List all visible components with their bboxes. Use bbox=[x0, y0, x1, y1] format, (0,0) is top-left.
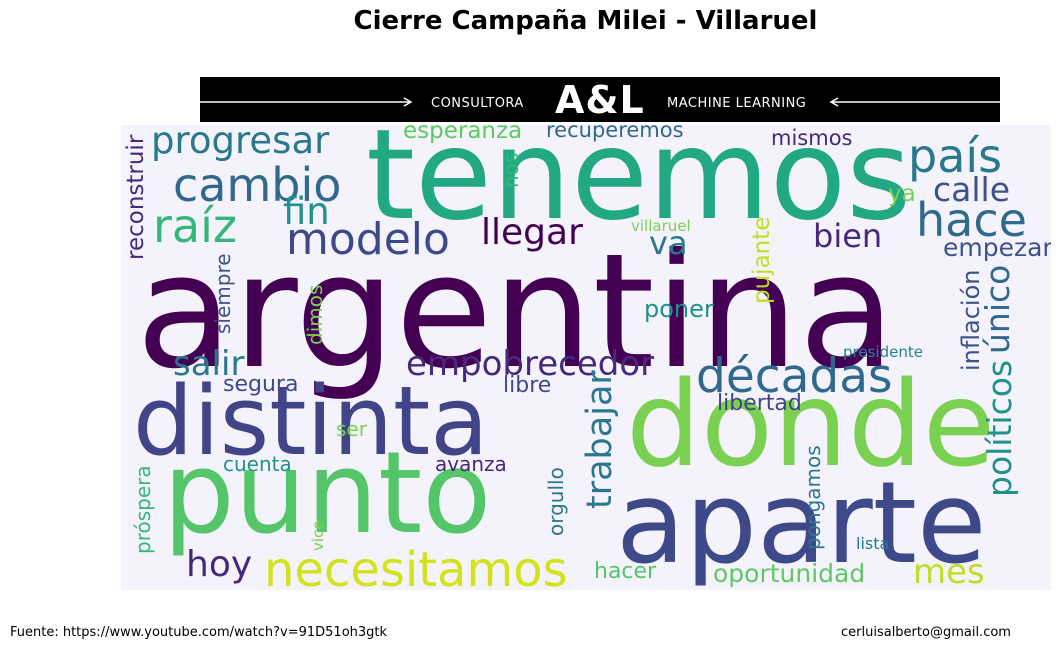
cloud-word: único bbox=[978, 264, 1017, 354]
cloud-word: libertad bbox=[717, 391, 802, 416]
cloud-word: hacer bbox=[594, 559, 657, 584]
cloud-word: argentina bbox=[136, 220, 896, 404]
cloud-word: empezar bbox=[943, 233, 1051, 262]
banner-left-label: CONSULTORA bbox=[431, 96, 524, 111]
cloud-word: nos bbox=[499, 152, 523, 188]
cloud-word: ser bbox=[336, 417, 367, 441]
cloud-word: recuperemos bbox=[546, 125, 684, 142]
cloud-word: inflación bbox=[957, 269, 985, 371]
cloud-word: libre bbox=[503, 373, 552, 398]
cloud-word: bien bbox=[813, 217, 883, 255]
cloud-word: orgullo bbox=[544, 467, 568, 536]
cloud-word: pongamos bbox=[801, 445, 825, 550]
cloud-word: segura bbox=[223, 372, 299, 397]
cloud-word: pujante bbox=[749, 216, 775, 304]
cloud-word: siempre bbox=[211, 253, 235, 334]
source-footer: Fuente: https://www.youtube.com/watch?v=… bbox=[10, 625, 388, 640]
cloud-word: modelo bbox=[286, 214, 450, 265]
cloud-word: empobrecedor bbox=[406, 344, 655, 384]
cloud-word: país bbox=[908, 129, 1003, 183]
cloud-word: hace bbox=[916, 193, 1027, 247]
cloud-word: calle bbox=[933, 170, 1011, 209]
banner-right-label: MACHINE LEARNING bbox=[667, 96, 807, 111]
cloud-word: llegar bbox=[481, 212, 583, 253]
al-logo: A&L bbox=[555, 78, 645, 122]
cloud-word: dimos bbox=[303, 284, 327, 345]
cloud-word: aparte bbox=[616, 457, 987, 589]
cloud-word: poner bbox=[644, 295, 714, 323]
cloud-word: va bbox=[649, 224, 688, 262]
cloud-word: progresar bbox=[151, 125, 330, 162]
cloud-word: presidente bbox=[843, 343, 923, 361]
word-cloud: argentina tenemos donde distinta punto aparte… bbox=[121, 125, 1051, 590]
cloud-word: necesitamos bbox=[264, 542, 568, 590]
cloud-word: oportunidad bbox=[713, 559, 866, 588]
cloud-word: próspera bbox=[131, 465, 155, 554]
cloud-word: cuenta bbox=[223, 452, 292, 476]
cloud-word: donde bbox=[626, 355, 996, 493]
cloud-word: tenemos bbox=[366, 125, 912, 248]
cloud-word: distinta bbox=[133, 367, 489, 477]
cloud-word: raíz bbox=[153, 199, 238, 253]
arrow-left-icon bbox=[829, 97, 1000, 107]
chart-title: Cierre Campaña Milei - Villaruel bbox=[353, 6, 818, 36]
cloud-word: políticos bbox=[980, 359, 1019, 497]
cloud-word: reconstruir bbox=[123, 134, 149, 260]
cloud-word: mes bbox=[913, 552, 985, 590]
arrow-right-icon bbox=[200, 97, 413, 107]
cloud-word: mismos bbox=[771, 126, 853, 150]
cloud-word: salir bbox=[173, 344, 245, 384]
cloud-word: punto bbox=[163, 427, 492, 559]
cloud-word: avanza bbox=[435, 452, 507, 476]
cloud-word: lista bbox=[856, 534, 890, 553]
cloud-word: esperanza bbox=[403, 125, 523, 144]
cloud-word: fin bbox=[283, 190, 330, 233]
cloud-word: hoy bbox=[186, 544, 253, 585]
cloud-word: villaruel bbox=[631, 217, 691, 235]
cloud-word: décadas bbox=[696, 349, 893, 404]
author-email: cerluisalberto@gmail.com bbox=[841, 625, 1011, 640]
cloud-word: cambio bbox=[173, 158, 342, 212]
consultora-banner: CONSULTORA A&L MACHINE LEARNING bbox=[200, 77, 1000, 122]
cloud-word: ya bbox=[888, 181, 916, 207]
cloud-word: trabajar bbox=[580, 370, 620, 509]
